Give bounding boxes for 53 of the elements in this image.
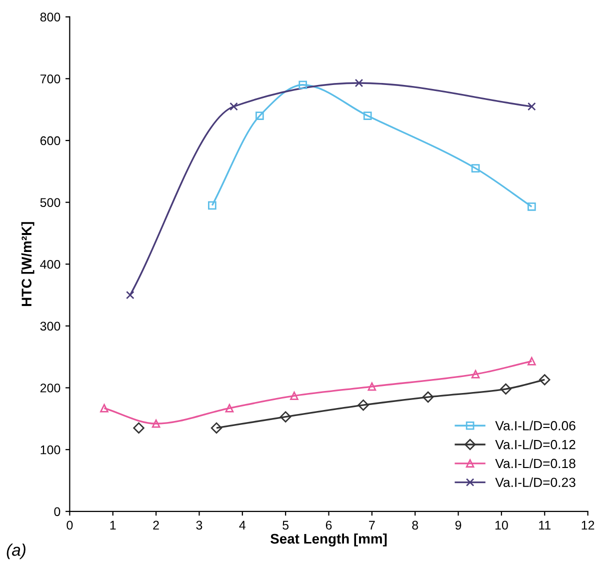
point [256,112,264,120]
point [152,419,160,428]
point [133,422,144,434]
x-tick-label: 8 [412,520,418,530]
point [126,290,134,300]
x-tick-label: 7 [369,520,375,530]
legend-label: Va.I-L/D=0.06 [495,420,576,430]
point [230,102,238,111]
y-tick-label: 200 [40,384,60,392]
y-tick-label: 400 [40,260,60,269]
x-tick-label: 6 [326,520,332,530]
point [528,102,536,111]
point [528,357,536,366]
x-tick-label: 1 [110,520,116,530]
text: (a) [6,544,26,560]
x-tick-label: 12 [582,520,594,530]
point [368,382,376,391]
y-tick-label: 700 [40,74,60,84]
x-tick-label: 2 [153,520,159,530]
y-tick-label: 0 [54,507,60,516]
x-tick-label: 9 [455,520,462,530]
point [363,112,372,120]
y-tick-label: 500 [40,198,60,207]
point [500,383,512,395]
y-tick-label: 600 [40,136,60,146]
point [539,374,550,386]
x-tick-label: 4 [239,520,246,530]
legend-label: Va.I-L/D=0.23 [495,477,576,488]
point [280,411,292,422]
x-tick-label: 11 [539,520,551,530]
point [290,392,298,400]
y-tick-label: 300 [40,322,60,331]
point [225,404,234,412]
x-tick-label: 3 [196,520,202,530]
point [471,370,480,378]
x-tick-label: 5 [282,520,289,530]
legend-label: Va.I-L/D=0.18 [495,458,576,468]
point [358,399,369,411]
y-axis-title: HTC [W/m²K] [21,222,34,306]
x-tick-label: 10 [495,520,508,530]
point [471,164,480,172]
point [422,391,434,403]
point [210,422,222,434]
point [298,80,308,90]
y-tick-label: 100 [40,445,60,454]
point [208,201,216,210]
y-tick-label: 800 [40,12,60,22]
point [100,404,108,412]
x-axis-title: Seat Length [mm] [270,533,387,546]
legend-label: Va.I-L/D=0.12 [495,440,576,450]
x-tick-label: 0 [66,520,73,530]
point [354,78,364,88]
point [528,202,536,211]
